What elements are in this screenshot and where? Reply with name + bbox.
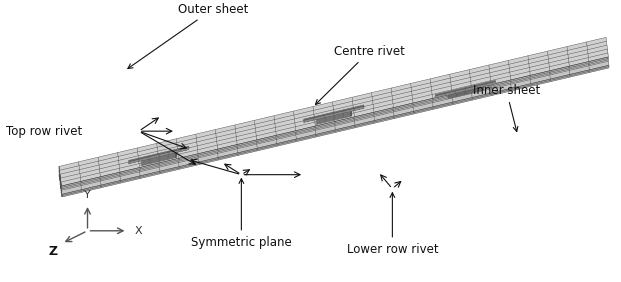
- Text: X: X: [134, 226, 142, 236]
- Polygon shape: [304, 105, 364, 120]
- Polygon shape: [59, 37, 609, 186]
- Polygon shape: [448, 86, 483, 99]
- Polygon shape: [129, 146, 189, 162]
- Text: Inner sheet: Inner sheet: [473, 84, 540, 131]
- Polygon shape: [129, 147, 189, 164]
- Polygon shape: [316, 111, 351, 125]
- Text: Centre rivet: Centre rivet: [315, 45, 405, 105]
- Polygon shape: [61, 57, 609, 189]
- Polygon shape: [304, 106, 364, 122]
- Polygon shape: [142, 152, 176, 166]
- Polygon shape: [435, 82, 496, 98]
- Polygon shape: [316, 110, 351, 119]
- Polygon shape: [62, 65, 609, 197]
- Polygon shape: [59, 166, 61, 189]
- Polygon shape: [60, 174, 62, 197]
- Text: Lower row rivet: Lower row rivet: [347, 193, 438, 255]
- Polygon shape: [129, 148, 189, 164]
- Text: Z: Z: [48, 245, 57, 258]
- Polygon shape: [448, 85, 483, 94]
- Polygon shape: [435, 81, 496, 98]
- Polygon shape: [141, 151, 176, 160]
- Text: Y: Y: [84, 190, 91, 200]
- Text: Symmetric plane: Symmetric plane: [191, 179, 292, 248]
- Text: Outer sheet: Outer sheet: [128, 3, 248, 69]
- Text: Top row rivet: Top row rivet: [6, 125, 82, 138]
- Polygon shape: [304, 107, 364, 122]
- Polygon shape: [435, 80, 496, 96]
- Polygon shape: [60, 45, 609, 194]
